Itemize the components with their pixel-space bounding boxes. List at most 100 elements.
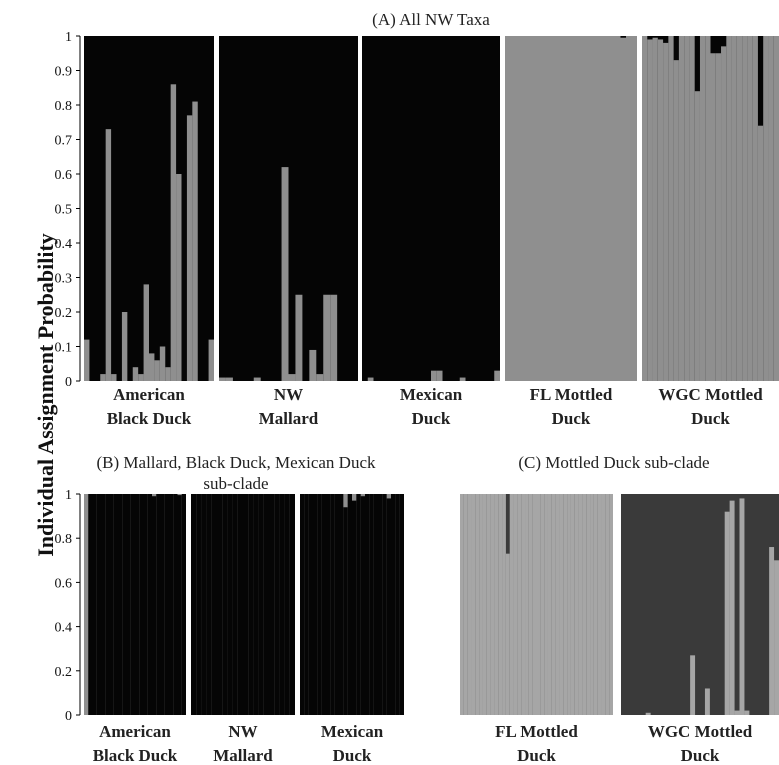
bar — [181, 494, 186, 715]
bar — [631, 36, 637, 381]
bar — [582, 494, 587, 715]
bar — [243, 494, 249, 715]
group-background — [362, 36, 500, 381]
bar — [118, 494, 123, 715]
bar — [317, 494, 322, 715]
y-tick-label: 0.9 — [55, 65, 73, 80]
bar — [279, 494, 285, 715]
bar — [323, 294, 331, 381]
group-label: Duck — [552, 409, 591, 428]
bar — [540, 494, 545, 715]
bar — [567, 494, 571, 715]
bar — [399, 494, 404, 715]
bar — [752, 36, 758, 381]
bar — [386, 498, 391, 715]
bar — [334, 494, 339, 715]
bar — [186, 115, 193, 381]
panel-b-title-line-1: (B) Mallard, Black Duck, Mexican Duck — [97, 453, 376, 472]
bar — [652, 37, 658, 381]
group-label: American — [113, 385, 185, 404]
bar — [739, 498, 745, 715]
bar — [678, 36, 685, 381]
bar — [360, 496, 365, 715]
group-label: Black Duck — [93, 746, 178, 765]
bar — [604, 36, 610, 381]
bar — [498, 494, 503, 715]
bar — [105, 129, 112, 381]
bar — [152, 496, 157, 715]
group-label: Mexican — [321, 722, 384, 741]
bar — [615, 36, 621, 381]
group-label: Duck — [681, 746, 720, 765]
bar — [521, 494, 526, 715]
bar — [138, 374, 144, 381]
bar — [721, 46, 727, 381]
bar — [724, 511, 730, 715]
bar — [196, 494, 202, 715]
panel-a-title: (A) All NW Taxa — [372, 10, 490, 29]
bar — [555, 494, 560, 715]
bar — [528, 494, 533, 715]
y-tick-label: 0.4 — [55, 237, 73, 252]
panel-a: American Black Duck NW Mallard Mexican Duck FL… — [55, 30, 779, 428]
bar — [544, 494, 548, 715]
group-label: FL Mottled — [530, 385, 613, 404]
bar — [471, 494, 476, 715]
bar — [135, 494, 140, 715]
bar — [149, 353, 155, 381]
bar — [373, 494, 378, 715]
bar — [378, 494, 383, 715]
bar — [663, 42, 669, 382]
bar — [609, 36, 615, 381]
bar — [253, 377, 261, 381]
group-label: Duck — [412, 409, 451, 428]
bar — [731, 36, 737, 381]
group-label: NW — [274, 385, 303, 404]
bar — [113, 494, 118, 715]
bar — [769, 547, 775, 715]
bar — [597, 494, 602, 715]
bar — [96, 494, 101, 715]
bar — [774, 560, 779, 715]
bar — [191, 494, 197, 715]
bar — [330, 294, 338, 381]
bar — [601, 494, 606, 715]
bar — [517, 494, 522, 715]
bar — [308, 494, 313, 715]
bar — [554, 36, 560, 381]
bar — [288, 374, 296, 381]
group-wgc-mottled-duck — [621, 494, 779, 715]
bar — [356, 494, 361, 715]
bar — [143, 494, 148, 715]
bar — [92, 494, 97, 715]
bar — [582, 36, 588, 381]
bar — [527, 36, 533, 381]
y-tick-label: 0 — [65, 709, 72, 724]
bar — [593, 36, 599, 381]
bar — [642, 36, 648, 381]
bar — [699, 36, 706, 381]
bar — [587, 36, 593, 381]
bar — [177, 495, 182, 715]
bar — [742, 36, 748, 381]
bar — [576, 36, 582, 381]
bar — [605, 494, 610, 715]
bar — [494, 494, 499, 715]
bar — [736, 36, 743, 381]
group-mexican-duck — [362, 36, 500, 381]
group-label: WGC Mottled — [658, 385, 763, 404]
bar — [570, 494, 575, 715]
group-label: Black Duck — [107, 409, 192, 428]
bar — [502, 494, 506, 715]
bar — [232, 494, 238, 715]
bar — [269, 494, 275, 715]
bar — [705, 36, 711, 381]
group-label: Mexican — [400, 385, 463, 404]
bar — [156, 494, 161, 715]
y-tick-label: 1 — [65, 488, 72, 503]
bar — [147, 494, 152, 715]
group-fl-mottled-duck — [505, 36, 637, 381]
y-tick-label: 0.4 — [55, 621, 73, 636]
bar — [192, 101, 198, 382]
bar — [159, 346, 166, 381]
